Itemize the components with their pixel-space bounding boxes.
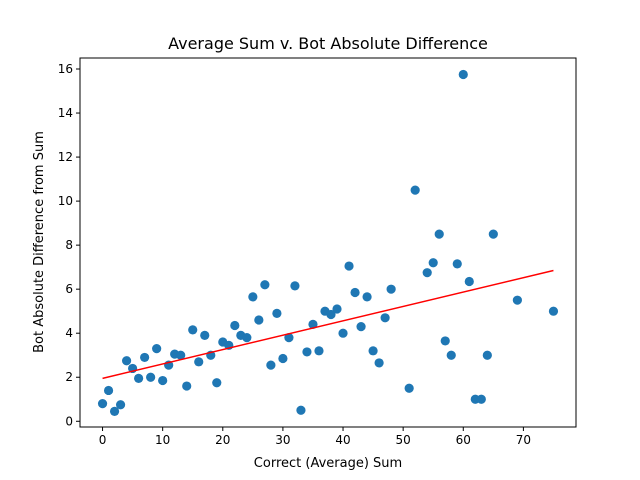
x-tick-label: 20 (215, 433, 230, 447)
data-point (410, 185, 420, 195)
y-tick-label: 8 (65, 238, 73, 252)
data-point (434, 229, 444, 239)
data-point (380, 313, 390, 323)
data-point (158, 375, 168, 386)
data-point (344, 261, 354, 271)
data-point (188, 325, 198, 335)
data-point (404, 383, 414, 393)
x-tick-label: 50 (396, 433, 411, 447)
x-tick-label: 60 (456, 433, 471, 447)
x-axis-label: Correct (Average) Sum (254, 456, 402, 471)
chart-title: Average Sum v. Bot Absolute Difference (168, 34, 488, 53)
data-point (266, 360, 276, 370)
data-point (338, 328, 348, 338)
y-tick-label: 4 (65, 326, 73, 340)
data-point (362, 292, 372, 302)
y-tick-label: 2 (65, 370, 73, 384)
data-point (356, 322, 366, 332)
data-point (428, 258, 438, 268)
data-point (242, 333, 252, 343)
y-tick-label: 16 (58, 62, 73, 76)
data-point (488, 229, 498, 239)
data-point (440, 336, 450, 346)
data-point (140, 352, 150, 363)
data-point (482, 350, 492, 360)
y-tick-label: 12 (58, 150, 73, 164)
data-point (248, 292, 258, 302)
data-point (272, 308, 282, 318)
y-tick-label: 14 (58, 106, 73, 120)
x-tick-label: 10 (155, 433, 170, 447)
data-point (302, 347, 312, 357)
data-point (176, 350, 186, 360)
data-point (350, 287, 360, 298)
data-point (121, 356, 132, 366)
data-point (152, 344, 162, 354)
data-point (368, 346, 378, 356)
data-point (374, 358, 384, 368)
data-point (332, 304, 342, 314)
data-point (97, 399, 108, 409)
plot-frame (79, 57, 577, 428)
y-tick-label: 0 (65, 414, 73, 428)
data-point (386, 284, 396, 294)
data-point (260, 280, 270, 290)
data-point (314, 346, 324, 356)
data-point (284, 333, 294, 343)
data-point (182, 381, 192, 391)
data-point (458, 69, 468, 80)
data-point (194, 357, 204, 367)
regression-line (102, 269, 554, 380)
y-tick-label: 6 (65, 282, 73, 296)
y-tick-label: 10 (58, 194, 73, 208)
data-point (109, 406, 120, 416)
data-point (212, 378, 222, 388)
y-axis-label: Bot Absolute Difference from Sum (32, 131, 47, 353)
data-point (278, 353, 288, 364)
data-point (422, 268, 432, 278)
data-point (548, 306, 559, 316)
x-tick-label: 0 (99, 433, 107, 447)
x-tick-label: 30 (275, 433, 290, 447)
data-point (115, 400, 126, 410)
data-point (290, 281, 300, 291)
x-tick-label: 70 (516, 433, 531, 447)
data-point (103, 385, 114, 396)
data-point (134, 373, 144, 383)
x-tick-label: 40 (335, 433, 350, 447)
data-point (200, 330, 210, 341)
data-point (476, 394, 486, 404)
data-point (326, 309, 336, 320)
data-point (446, 350, 456, 360)
data-point (452, 259, 462, 269)
data-point (512, 295, 522, 305)
plot-area: 0 10 20 30 40 50 60 70 0 2 4 6 8 10 12 14 16 (58, 57, 577, 447)
data-point (254, 315, 264, 325)
data-point (230, 320, 240, 331)
data-point (464, 276, 474, 287)
data-point (296, 405, 306, 415)
data-point (146, 372, 156, 382)
